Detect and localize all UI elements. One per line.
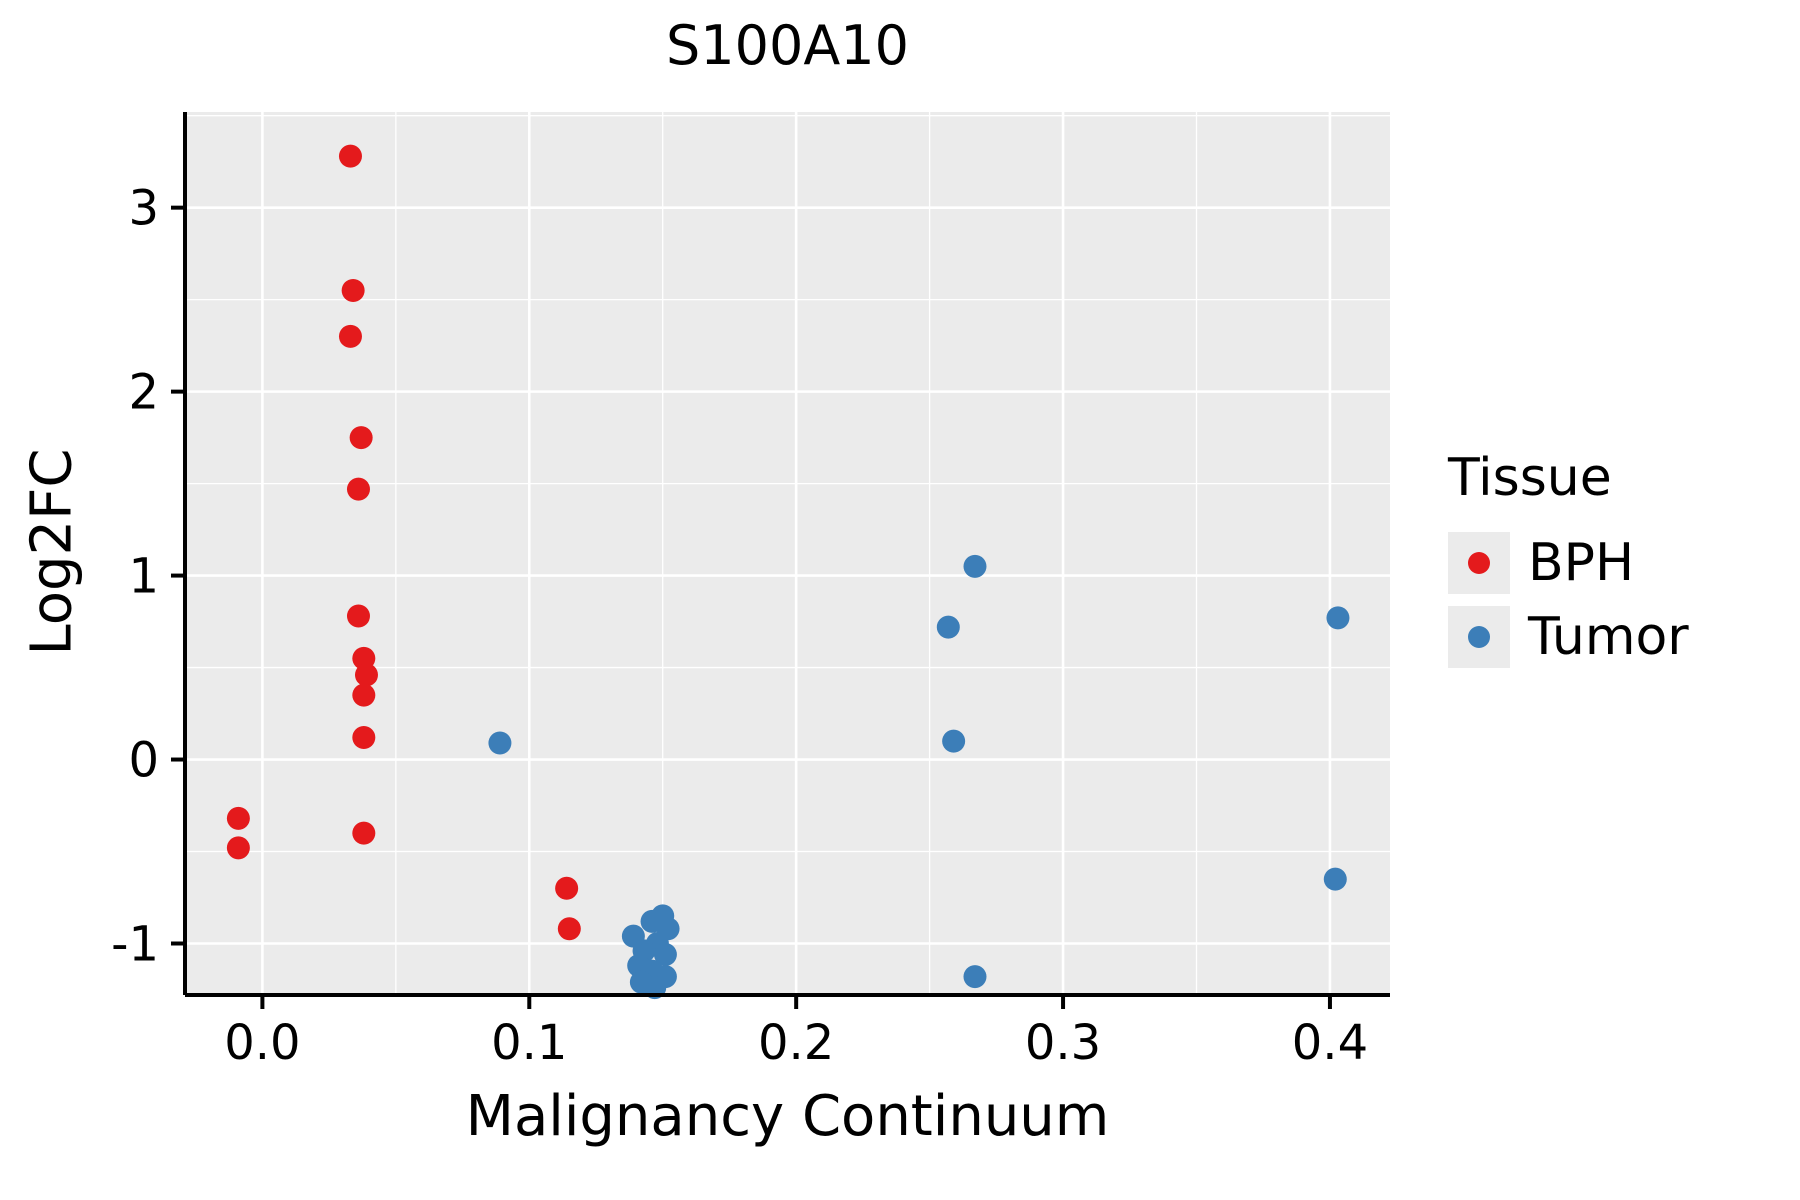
data-point-tumor (653, 943, 677, 967)
legend-entry-tumor: Tumor (1448, 606, 1689, 668)
y-axis-label: Log2FC (19, 448, 85, 656)
data-point-tumor (963, 965, 987, 989)
data-point-tumor (942, 729, 966, 753)
legend-key-tumor (1448, 606, 1510, 668)
data-point-bph (555, 876, 579, 900)
data-point-bph (346, 477, 370, 501)
legend: Tissue BPH Tumor (1448, 448, 1689, 680)
x-tick-label: 0.2 (758, 1015, 834, 1071)
x-tick-label: 0.0 (224, 1015, 300, 1071)
data-point-bph (226, 836, 250, 860)
data-point-bph (352, 725, 376, 749)
y-tick-label: 1 (128, 549, 159, 605)
x-tick-label: 0.1 (491, 1015, 567, 1071)
data-point-bph (354, 663, 378, 687)
data-point-tumor (1323, 867, 1347, 891)
legend-entry-bph: BPH (1448, 532, 1689, 594)
data-point-bph (338, 324, 362, 348)
plot-panel (185, 112, 1390, 995)
y-tick-label: -1 (111, 916, 159, 972)
legend-title: Tissue (1448, 448, 1612, 508)
chart-title: S100A10 (666, 14, 909, 77)
x-tick-label: 0.3 (1025, 1015, 1101, 1071)
data-point-bph (352, 683, 376, 707)
legend-label-tumor: Tumor (1528, 607, 1689, 667)
data-point-bph (338, 144, 362, 168)
data-point-bph (349, 426, 373, 450)
data-point-bph (226, 806, 250, 830)
data-point-tumor (1326, 606, 1350, 630)
data-point-tumor (488, 731, 512, 755)
legend-dot-bph (1468, 552, 1490, 574)
data-point-bph (557, 917, 581, 941)
y-tick-label: 0 (128, 733, 159, 789)
y-tick-label: 3 (128, 181, 159, 237)
legend-dot-tumor (1468, 626, 1490, 648)
data-point-tumor (936, 615, 960, 639)
legend-key-bph (1448, 532, 1510, 594)
data-point-bph (352, 821, 376, 845)
y-tick-label: 2 (128, 365, 159, 421)
data-point-bph (346, 604, 370, 628)
x-tick-label: 0.4 (1292, 1015, 1368, 1071)
data-point-bph (341, 278, 365, 302)
data-point-tumor (963, 554, 987, 578)
x-axis-label: Malignancy Continuum (465, 1084, 1110, 1149)
legend-label-bph: BPH (1528, 533, 1635, 593)
